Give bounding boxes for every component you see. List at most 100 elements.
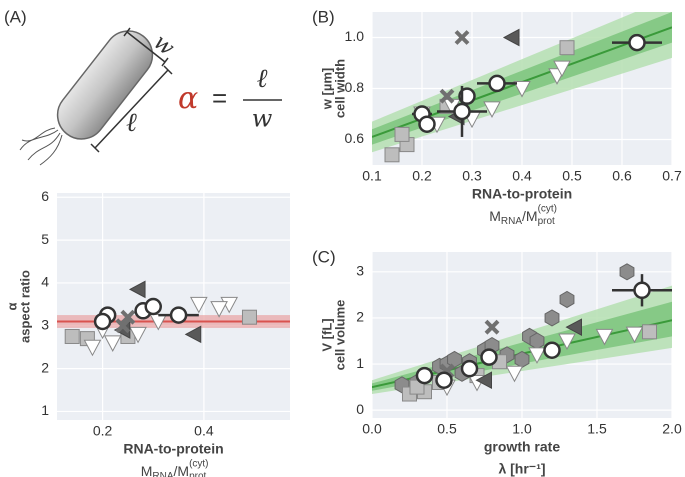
x-tick-label: 0.1 — [362, 168, 382, 184]
y-axis-label: aspect ratio — [17, 270, 32, 343]
triangle-marker — [502, 28, 520, 47]
circle-marker — [628, 33, 646, 52]
circle-marker — [460, 359, 479, 378]
formula-numerator: ℓ — [257, 64, 268, 94]
formula-part: /M — [522, 208, 538, 224]
y-tick-label: 0.8 — [345, 79, 365, 95]
square-marker — [642, 324, 657, 340]
flagella — [19, 127, 63, 166]
y-tick-label: 6 — [41, 188, 49, 204]
dimension-tick — [161, 57, 169, 67]
panel-label: (C) — [312, 247, 336, 266]
formula-denominator: w — [252, 105, 273, 133]
cross-marker — [454, 30, 470, 45]
x-axis-formula: MRNA/Mprot — [141, 463, 207, 477]
x-tick-label: 0.4 — [512, 168, 532, 184]
y-tick-label: 1 — [356, 355, 364, 371]
triangle-marker — [103, 335, 122, 352]
dimension-tick — [163, 65, 173, 75]
formula-part: prot — [189, 471, 206, 477]
cross-marker — [115, 318, 131, 334]
triangle-marker — [83, 339, 102, 357]
circle-marker — [144, 297, 162, 316]
x-tick-label: 0.3 — [462, 168, 482, 184]
triangle-marker — [625, 326, 644, 344]
formula-part: RNA — [501, 216, 522, 227]
x-axis-label: RNA-to-protein — [472, 186, 572, 202]
plot-area — [372, 12, 672, 163]
circle-marker — [633, 281, 651, 300]
triangle-marker — [475, 371, 492, 390]
square-marker — [384, 147, 400, 163]
x-tick-label: 0.5 — [562, 168, 582, 184]
alpha-symbol: α — [178, 81, 198, 116]
dimension-tick — [123, 27, 131, 37]
cross-marker — [439, 88, 455, 104]
triangle-marker — [189, 296, 208, 314]
y-axis-label: α — [4, 303, 19, 311]
formula-part: RNA — [152, 471, 173, 477]
formula-part: /M — [174, 463, 190, 477]
cross-marker — [484, 319, 500, 335]
triangle-marker — [128, 280, 146, 299]
hexagon-marker — [514, 350, 530, 369]
x-tick-label: 0.6 — [612, 168, 632, 184]
y-tick-label: 3 — [356, 263, 364, 279]
formula-part: M — [141, 463, 153, 477]
equals-sign: = — [212, 83, 227, 113]
hexagon-marker — [529, 332, 545, 350]
y-tick-label: 1.0 — [345, 28, 365, 44]
plot-area — [372, 263, 672, 402]
triangle-marker — [129, 326, 147, 344]
cell-body — [56, 30, 154, 140]
hexagon-marker — [544, 309, 560, 327]
triangle-marker — [558, 333, 576, 351]
circle-marker — [543, 341, 561, 359]
x-axis-formula: MRNA/Mprot — [489, 208, 555, 227]
circle-marker — [169, 306, 188, 324]
y-tick-label: 3 — [41, 316, 49, 332]
x-axis-label: growth rate — [484, 439, 560, 455]
formula-part: prot — [538, 216, 555, 227]
circle-marker — [480, 348, 498, 366]
triangle-marker — [505, 365, 524, 383]
formula-superscript: (cyt) — [538, 204, 557, 215]
cell — [56, 30, 154, 140]
triangle-marker — [553, 60, 571, 78]
square-marker — [64, 328, 80, 344]
triangle-marker — [210, 301, 228, 318]
circle-marker — [453, 102, 471, 121]
chart-panel: 0.6 0.8 1.0 0.1 0.2 0.3 0.4 0.5 0.6 0.7 (B) w [µm]c… — [312, 7, 682, 227]
formula-superscript: (cyt) — [189, 459, 208, 470]
hexagon-marker — [619, 263, 635, 281]
cell-diagram: (A) w ℓ α = ℓ w — [4, 7, 282, 166]
circle-marker — [435, 371, 453, 389]
square-marker — [409, 379, 425, 395]
square-marker — [559, 40, 575, 56]
y-tick-label: 4 — [41, 274, 49, 290]
x-tick-label: 0.0 — [362, 421, 382, 437]
triangle-marker — [513, 81, 531, 98]
x-axis-label: λ [hr⁻¹] — [498, 461, 545, 477]
formula-part: M — [489, 208, 501, 224]
hexagon-marker — [559, 290, 575, 309]
circle-marker — [488, 74, 506, 93]
dimension-tick — [90, 143, 100, 153]
cross-marker — [120, 309, 136, 325]
square-marker — [394, 126, 410, 142]
width-symbol: w — [149, 30, 179, 61]
x-tick-label: 0.7 — [662, 168, 682, 184]
y-tick-label: 0.6 — [345, 130, 365, 146]
y-axis-label: w [µm] — [319, 68, 334, 110]
triangle-marker — [483, 101, 501, 118]
plot-area — [57, 280, 290, 357]
y-tick-label: 5 — [41, 231, 49, 247]
x-axis-label: RNA-to-protein — [123, 441, 223, 457]
triangle-marker — [565, 318, 582, 336]
y-tick-label: 2 — [41, 359, 49, 375]
y-tick-label: 2 — [356, 309, 364, 325]
triangle-marker — [528, 347, 546, 364]
width-dimension — [126, 31, 166, 63]
panel-label: (B) — [312, 7, 335, 26]
